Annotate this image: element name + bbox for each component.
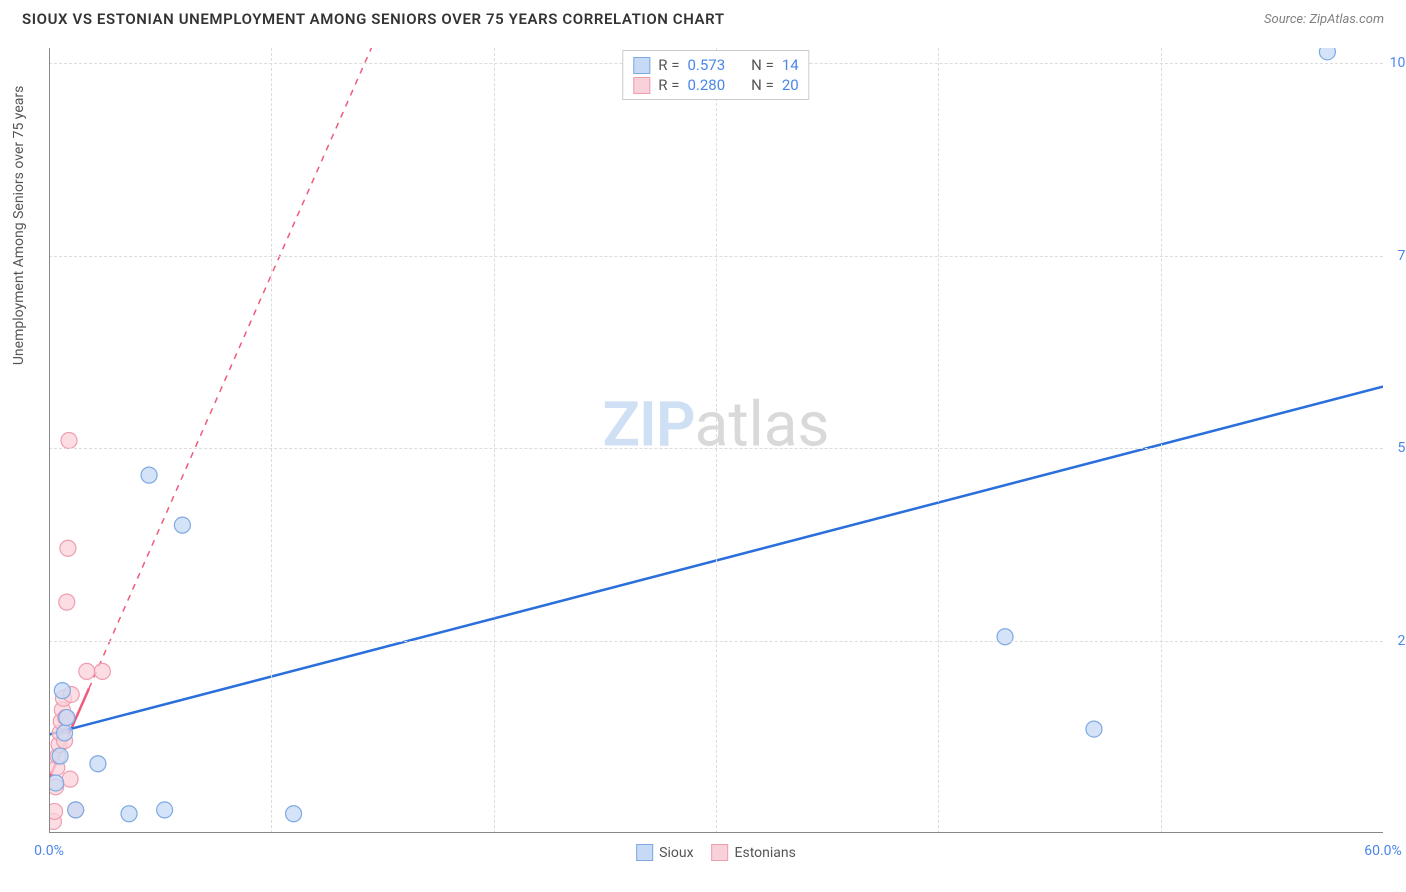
n-label: N =	[751, 76, 774, 94]
legend-label: Estonians	[735, 845, 796, 861]
estonians-point	[79, 663, 95, 679]
legend-item-sioux: Sioux	[636, 844, 693, 861]
legend-label: Sioux	[659, 845, 693, 861]
n-value: 14	[782, 56, 799, 74]
sioux-point	[157, 802, 173, 818]
x-axis-line	[49, 832, 1383, 833]
sioux-point	[286, 806, 302, 822]
chart-header: SIOUX VS ESTONIAN UNEMPLOYMENT AMONG SEN…	[0, 0, 1406, 36]
estonian-trend-dashed	[89, 48, 371, 688]
gridline-v	[271, 48, 272, 833]
series-legend: Sioux Estonians	[636, 844, 796, 861]
r-value: 0.573	[687, 56, 725, 74]
gridline-v	[938, 48, 939, 833]
sioux-point	[174, 517, 190, 533]
swatch	[633, 77, 650, 94]
estonians-point	[49, 803, 63, 819]
sioux-point	[90, 756, 106, 772]
estonians-point	[59, 594, 75, 610]
sioux-point	[997, 629, 1013, 645]
x-tick-label: 60.0%	[1364, 843, 1402, 859]
sioux-point	[49, 775, 64, 791]
chart-title: SIOUX VS ESTONIAN UNEMPLOYMENT AMONG SEN…	[22, 10, 725, 28]
sioux-point	[141, 467, 157, 483]
y-tick-label: 100.0%	[1390, 55, 1406, 71]
stats-row: R = 0.573 N = 14	[633, 55, 798, 75]
estonians-point	[61, 433, 77, 449]
estonians-point	[62, 771, 78, 787]
sioux-point	[54, 683, 70, 699]
gridline-v	[494, 48, 495, 833]
r-label: R =	[658, 56, 679, 74]
n-value: 20	[782, 76, 799, 94]
swatch	[712, 844, 729, 861]
r-value: 0.280	[687, 76, 725, 94]
x-tick-label: 0.0%	[34, 843, 64, 859]
stats-legend: R = 0.573 N = 14 R = 0.280 N = 20	[622, 50, 809, 100]
sioux-point	[1319, 48, 1335, 60]
estonians-point	[94, 663, 110, 679]
sioux-point	[57, 725, 73, 741]
sioux-point	[59, 710, 75, 726]
stats-row: R = 0.280 N = 20	[633, 75, 798, 95]
source-credit: Source: ZipAtlas.com	[1264, 12, 1384, 27]
y-axis-line	[49, 48, 50, 833]
gridline-v	[716, 48, 717, 833]
y-axis-title: Unemployment Among Seniors over 75 years	[11, 85, 27, 365]
r-label: R =	[658, 76, 679, 94]
sioux-point	[68, 802, 84, 818]
sioux-point	[1086, 721, 1102, 737]
sioux-point	[52, 748, 68, 764]
swatch	[636, 844, 653, 861]
legend-item-estonians: Estonians	[712, 844, 796, 861]
estonians-point	[60, 540, 76, 556]
chart-area: Unemployment Among Seniors over 75 years…	[49, 48, 1383, 833]
y-tick-label: 50.0%	[1397, 440, 1406, 456]
sioux-point	[121, 806, 137, 822]
swatch	[633, 57, 650, 74]
y-tick-label: 25.0%	[1397, 633, 1406, 649]
y-tick-label: 75.0%	[1397, 248, 1406, 264]
gridline-v	[1161, 48, 1162, 833]
n-label: N =	[751, 56, 774, 74]
